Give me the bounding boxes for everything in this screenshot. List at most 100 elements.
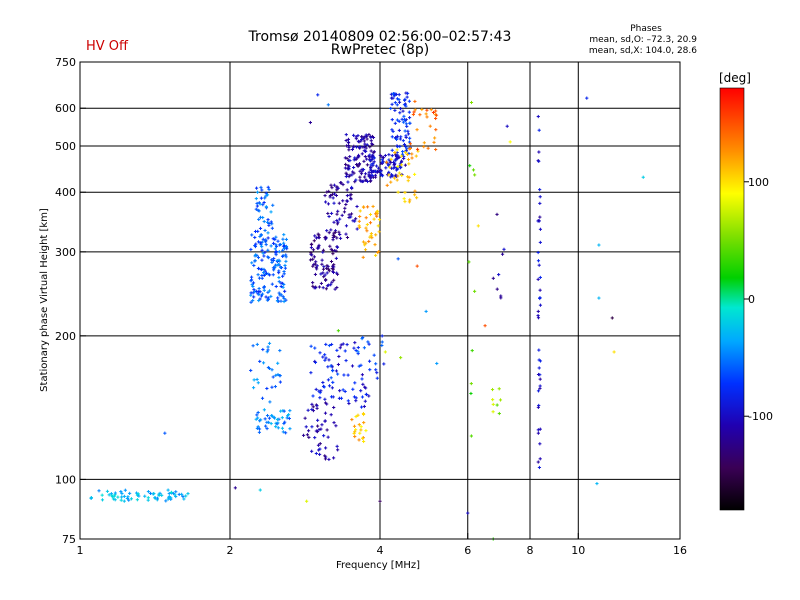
data-point (314, 429, 318, 433)
data-point (311, 405, 315, 409)
data-point (253, 235, 257, 240)
data-point (322, 434, 326, 438)
data-point (267, 187, 271, 192)
data-point (264, 424, 268, 428)
data-point (357, 364, 361, 368)
data-point (319, 272, 323, 276)
data-point (373, 212, 378, 216)
data-point (317, 233, 321, 237)
data-point (371, 161, 375, 166)
data-point (263, 228, 267, 233)
data-point (280, 416, 284, 420)
data-point (400, 173, 404, 178)
data-point (343, 349, 347, 353)
data-point (331, 235, 335, 240)
data-point (120, 491, 124, 496)
data-point (367, 394, 371, 398)
data-point (351, 219, 355, 223)
data-point (344, 232, 348, 236)
data-point (387, 158, 391, 162)
data-point (310, 402, 314, 406)
data-point (257, 430, 262, 434)
data-point (365, 143, 369, 147)
data-point (346, 399, 350, 403)
data-point (146, 496, 150, 500)
data-point (325, 284, 330, 288)
data-point (401, 109, 405, 113)
data-point (255, 426, 259, 430)
data-point (318, 447, 322, 451)
data-point (274, 249, 278, 254)
data-point (277, 243, 282, 247)
data-point (538, 377, 542, 381)
data-point (391, 96, 395, 100)
data-point (160, 493, 164, 497)
data-point (251, 386, 256, 390)
data-point (389, 157, 393, 161)
data-point (323, 446, 328, 450)
data-point (320, 423, 324, 427)
data-point (346, 167, 350, 171)
data-point (164, 499, 168, 503)
data-point (370, 142, 374, 146)
data-point (262, 288, 266, 292)
data-point (536, 405, 540, 409)
data-point (252, 378, 256, 382)
data-point (428, 124, 432, 128)
data-point (408, 198, 412, 202)
data-point (393, 108, 397, 112)
data-point (364, 226, 368, 230)
data-point (359, 179, 363, 183)
data-point (257, 298, 261, 303)
data-point (267, 420, 271, 424)
data-point (323, 358, 327, 362)
data-point (404, 122, 408, 126)
data-point (402, 114, 406, 118)
data-point (256, 208, 260, 212)
data-point (276, 361, 280, 365)
data-point (181, 494, 185, 499)
data-point (374, 233, 378, 237)
data-point (330, 369, 335, 373)
data-point (538, 384, 542, 388)
data-point (374, 164, 379, 168)
data-point (282, 246, 287, 251)
data-point (269, 421, 273, 426)
data-point (279, 409, 283, 413)
data-point (368, 158, 372, 163)
data-point (415, 128, 419, 132)
data-point (537, 465, 542, 470)
data-point (434, 147, 438, 152)
data-point (469, 381, 473, 386)
data-point (337, 201, 341, 205)
data-point (414, 154, 418, 158)
data-point (110, 494, 114, 498)
data-point (339, 343, 343, 347)
data-point (314, 451, 318, 456)
hv-status-label: HV Off (86, 39, 129, 54)
data-point (422, 141, 426, 145)
data-point (395, 134, 399, 138)
data-point (344, 224, 349, 228)
data-point (377, 250, 381, 254)
data-point (377, 218, 382, 222)
data-point (641, 175, 645, 179)
data-point (368, 368, 372, 372)
data-point (368, 212, 373, 217)
data-point (352, 424, 357, 428)
y-tick-label: 500 (55, 140, 76, 153)
data-point (326, 202, 331, 206)
y-tick-label: 600 (55, 102, 76, 115)
data-point (353, 381, 357, 385)
data-point (538, 275, 542, 280)
data-point (360, 373, 365, 377)
data-point (282, 296, 286, 301)
colorbar-tick-label: 0 (748, 293, 755, 306)
data-point (346, 373, 350, 377)
data-point (469, 434, 473, 438)
data-point (146, 489, 151, 494)
x-tick-label: 8 (527, 544, 534, 557)
data-point (265, 193, 270, 197)
data-point (380, 334, 384, 338)
data-point (307, 435, 311, 439)
